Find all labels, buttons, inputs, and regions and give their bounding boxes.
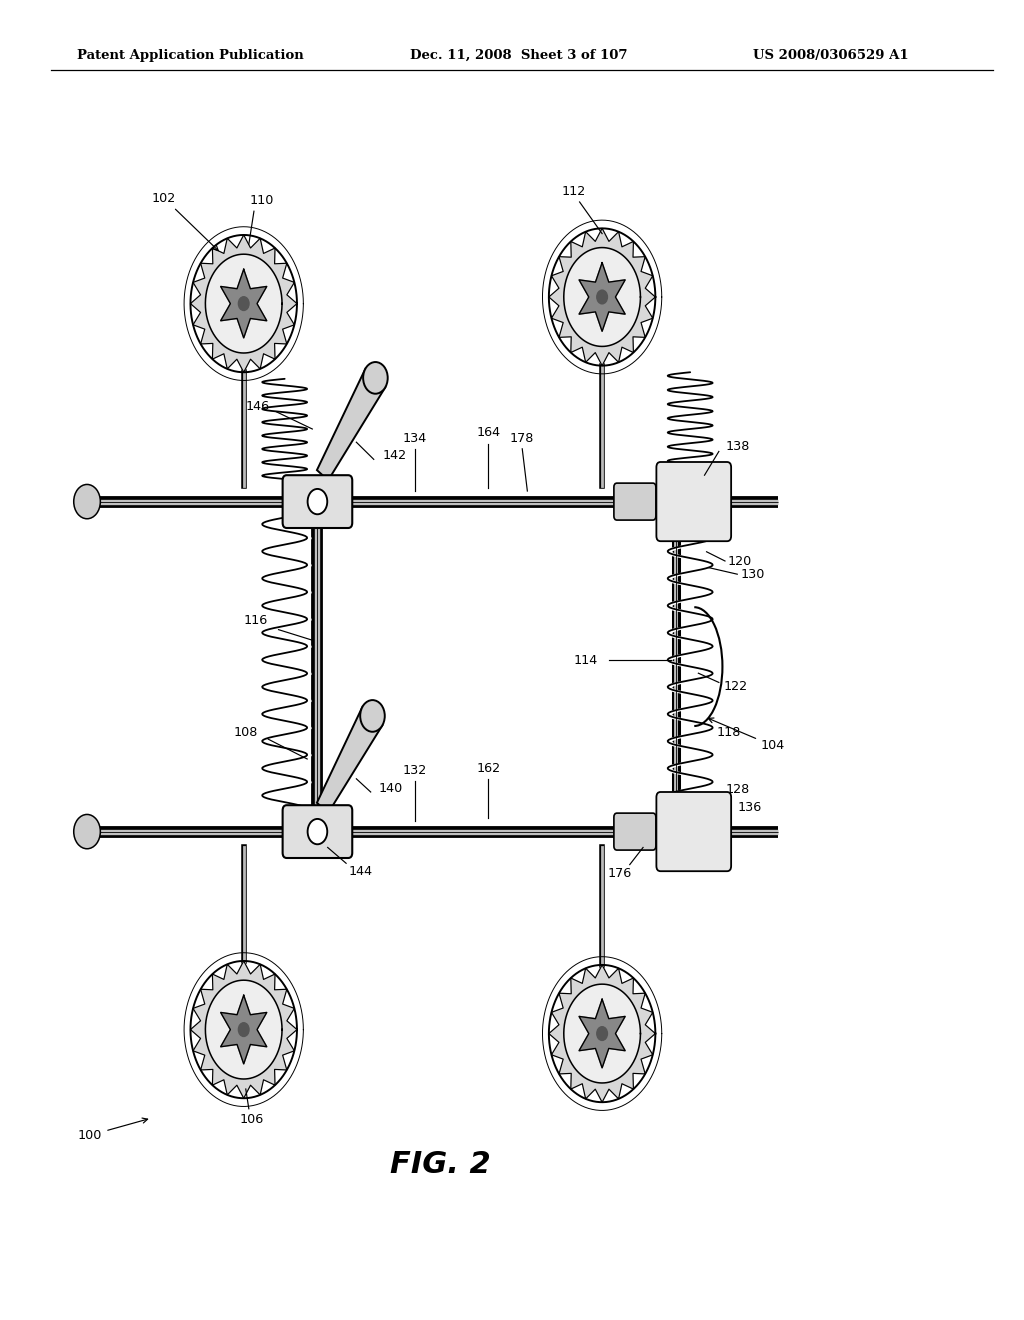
Text: 132: 132 (402, 764, 427, 777)
Polygon shape (220, 995, 267, 1064)
Text: 162: 162 (476, 762, 501, 775)
Text: 104: 104 (709, 718, 785, 752)
Circle shape (307, 818, 328, 845)
FancyBboxPatch shape (283, 805, 352, 858)
Polygon shape (206, 981, 282, 1078)
Text: 102: 102 (152, 191, 218, 251)
Text: 100: 100 (78, 1118, 147, 1142)
Polygon shape (549, 228, 655, 366)
Polygon shape (549, 965, 655, 1102)
Polygon shape (564, 248, 640, 346)
Circle shape (597, 1027, 607, 1040)
Circle shape (239, 1023, 249, 1036)
Polygon shape (190, 235, 297, 372)
Circle shape (239, 297, 249, 310)
Text: 110: 110 (250, 194, 274, 207)
FancyBboxPatch shape (656, 792, 731, 871)
Polygon shape (579, 999, 626, 1068)
Text: 114: 114 (573, 653, 598, 667)
Text: 136: 136 (737, 801, 762, 814)
Circle shape (307, 488, 328, 515)
Text: Dec. 11, 2008  Sheet 3 of 107: Dec. 11, 2008 Sheet 3 of 107 (410, 49, 627, 62)
Text: 118: 118 (717, 726, 741, 739)
Circle shape (364, 362, 388, 393)
FancyBboxPatch shape (283, 475, 352, 528)
Text: US 2008/0306529 A1: US 2008/0306529 A1 (753, 49, 908, 62)
Text: 120: 120 (727, 554, 752, 568)
Text: 130: 130 (740, 568, 765, 581)
Circle shape (360, 700, 385, 731)
Text: 146: 146 (246, 400, 270, 413)
Text: 140: 140 (379, 781, 403, 795)
Text: 142: 142 (382, 449, 407, 462)
FancyBboxPatch shape (656, 462, 731, 541)
Text: 116: 116 (244, 614, 268, 627)
Text: Patent Application Publication: Patent Application Publication (77, 49, 303, 62)
Circle shape (74, 484, 100, 519)
Text: 106: 106 (240, 1113, 264, 1126)
Polygon shape (316, 368, 385, 480)
Text: 128: 128 (725, 783, 750, 796)
Text: FIG. 2: FIG. 2 (390, 1150, 490, 1179)
Text: 178: 178 (510, 432, 535, 445)
Polygon shape (206, 255, 282, 352)
FancyBboxPatch shape (614, 813, 656, 850)
Polygon shape (220, 269, 267, 338)
Text: 176: 176 (607, 867, 632, 880)
Polygon shape (564, 985, 640, 1082)
Text: 112: 112 (561, 185, 586, 198)
Text: 122: 122 (723, 680, 748, 693)
Text: 134: 134 (402, 432, 427, 445)
Text: 138: 138 (725, 440, 750, 453)
Polygon shape (579, 263, 626, 331)
Polygon shape (190, 961, 297, 1098)
FancyBboxPatch shape (614, 483, 656, 520)
Polygon shape (316, 706, 383, 813)
Circle shape (597, 290, 607, 304)
Text: 144: 144 (348, 865, 373, 878)
Circle shape (74, 814, 100, 849)
Text: 108: 108 (233, 726, 258, 739)
Text: 164: 164 (476, 426, 501, 440)
